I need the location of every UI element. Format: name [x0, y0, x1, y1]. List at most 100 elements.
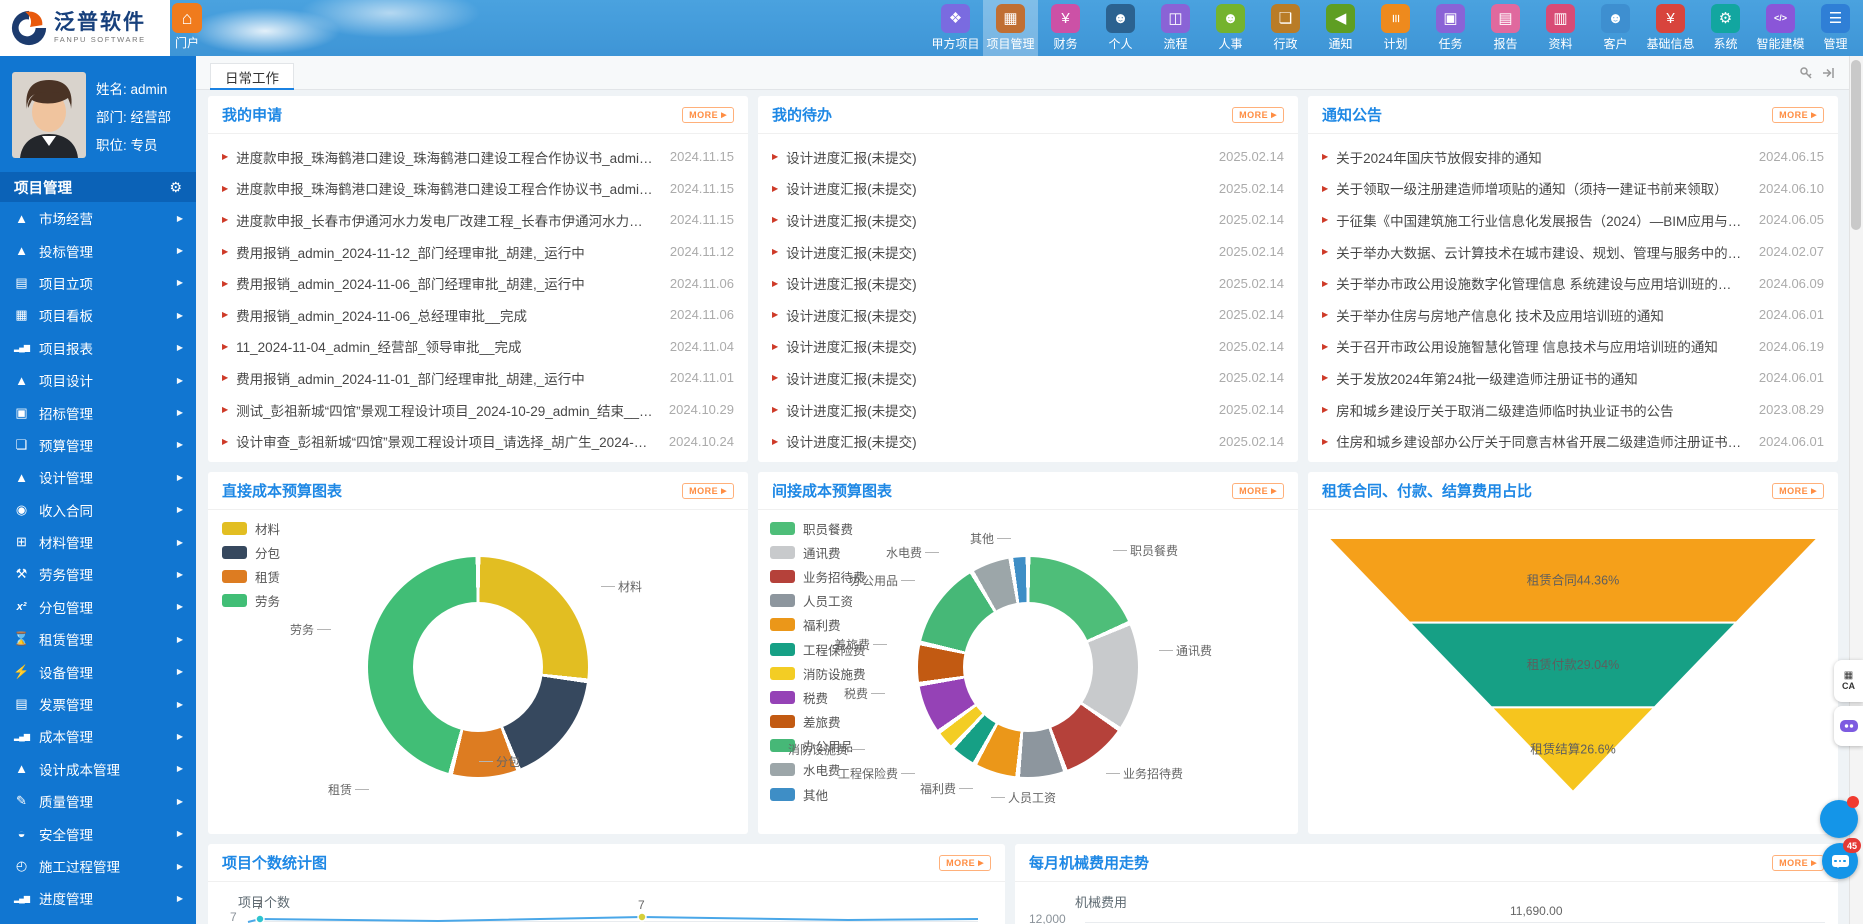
ca-certificate-widget[interactable]: ▦ CA: [1834, 660, 1863, 702]
item-text[interactable]: 关于领取一级注册建造师增项贴的通知（须持一建证书前来领取）: [1336, 178, 1759, 198]
scrollbar-thumb[interactable]: [1851, 60, 1861, 230]
item-text[interactable]: 测试_彭祖新城“四馆”景观工程设计项目_2024-10-29_admin_结束_…: [236, 400, 669, 420]
nav-item-docs[interactable]: ▥资料: [1533, 0, 1588, 56]
avatar[interactable]: [12, 72, 86, 158]
item-text[interactable]: 设计进度汇报(未提交): [786, 178, 1219, 198]
nav-item-hr-person[interactable]: ☻人事: [1203, 0, 1258, 56]
nav-item-system-gear[interactable]: ⚙系统: [1698, 0, 1753, 56]
more-button[interactable]: MORE▶: [1232, 107, 1284, 123]
direct-cost-donut-chart[interactable]: [368, 557, 588, 777]
item-text[interactable]: 设计进度汇报(未提交): [786, 210, 1219, 230]
sidebar-item-design[interactable]: ▲设计管理▶: [0, 461, 196, 493]
legend-item[interactable]: 消防设施费: [770, 661, 866, 685]
item-text[interactable]: 设计进度汇报(未提交): [786, 400, 1219, 420]
sidebar-item-project-design[interactable]: ▲项目设计▶: [0, 364, 196, 396]
legend-item[interactable]: 福利费: [770, 613, 866, 637]
item-text[interactable]: 设计进度汇报(未提交): [786, 431, 1219, 451]
item-text[interactable]: 设计审查_彭祖新城“四馆”景观工程设计项目_请选择_胡广生_2024-10-2.…: [236, 431, 669, 451]
item-text[interactable]: 费用报销_admin_2024-11-01_部门经理审批_胡建,_运行中: [236, 368, 670, 388]
legend-item[interactable]: 劳务: [222, 589, 280, 613]
sidebar-item-invoice[interactable]: ▤发票管理▶: [0, 688, 196, 720]
item-text[interactable]: 进度款申报_珠海鹤港口建设_珠海鹤港口建设工程合作协议书_admin_...: [236, 147, 670, 167]
sidebar-item-project-report[interactable]: ▂▄▆项目报表▶: [0, 332, 196, 364]
more-button[interactable]: MORE▶: [1772, 107, 1824, 123]
more-button[interactable]: MORE▶: [682, 483, 734, 499]
sidebar-item-safety-helmet[interactable]: ◒安全管理▶: [0, 817, 196, 849]
legend-item[interactable]: 通讯费: [770, 540, 866, 564]
sidebar-item-construction-process[interactable]: ◴施工过程管理▶: [0, 850, 196, 882]
sidebar-item-equipment-plug[interactable]: ⚡设备管理▶: [0, 655, 196, 687]
item-text[interactable]: 设计进度汇报(未提交): [786, 336, 1219, 356]
item-text[interactable]: 关于举办大数据、云计算技术在城市建设、规划、管理与服务中的应用培训班...: [1336, 242, 1759, 262]
nav-item-customer[interactable]: ☻客户: [1588, 0, 1643, 56]
sidebar-item-project-setup[interactable]: ▤项目立项▶: [0, 267, 196, 299]
item-text[interactable]: 设计进度汇报(未提交): [786, 273, 1219, 293]
nav-item-plan-sliders[interactable]: ≡计划: [1368, 0, 1423, 56]
assistant-widget[interactable]: [1834, 706, 1863, 746]
nav-item-task-package[interactable]: ▣任务: [1423, 0, 1478, 56]
nav-item-manage-list[interactable]: ☰管理: [1808, 0, 1863, 56]
item-text[interactable]: 关于2024年国庆节放假安排的通知: [1336, 147, 1759, 167]
item-text[interactable]: 关于举办市政公用设施数字化管理信息 系统建设与应用培训班的通知: [1336, 273, 1759, 293]
gear-icon[interactable]: ⚙: [169, 179, 182, 196]
more-button[interactable]: MORE▶: [939, 855, 991, 871]
item-text[interactable]: 于征集《中国建筑施工行业信息化发展报告（2024）—BIM应用与发展》材料...: [1336, 210, 1759, 230]
item-text[interactable]: 11_2024-11-04_admin_经营部_领导审批__完成: [236, 336, 670, 356]
item-text[interactable]: 关于举办住房与房地产信息化 技术及应用培训班的通知: [1336, 305, 1759, 325]
sidebar-item-cost-chart[interactable]: ▂▄▆成本管理▶: [0, 720, 196, 752]
more-button[interactable]: MORE▶: [682, 107, 734, 123]
sidebar-item-lease-hourglass[interactable]: ⌛租赁管理▶: [0, 623, 196, 655]
legend-item[interactable]: 差旅费: [770, 710, 866, 734]
legend-item[interactable]: 人员工资: [770, 589, 866, 613]
legend-item[interactable]: 职员餐费: [770, 516, 866, 540]
more-button[interactable]: MORE▶: [1232, 483, 1284, 499]
item-text[interactable]: 住房和城乡建设部办公厅关于同意吉林省开展二级建造师注册证书电子化试点...: [1336, 431, 1759, 451]
item-text[interactable]: 关于召开市政公用设施智慧化管理 信息技术与应用培训班的通知: [1336, 336, 1759, 356]
tab-daily-work[interactable]: 日常工作: [210, 63, 294, 89]
item-text[interactable]: 设计进度汇报(未提交): [786, 147, 1219, 167]
item-text[interactable]: 设计进度汇报(未提交): [786, 242, 1219, 262]
nav-item-admin-layers[interactable]: ❏行政: [1258, 0, 1313, 56]
nav-item-workflow[interactable]: ◫流程: [1148, 0, 1203, 56]
sidebar-item-material-cart[interactable]: ⊞材料管理▶: [0, 526, 196, 558]
nav-item-grid-diamond[interactable]: ❖甲方项目: [928, 0, 983, 56]
sidebar-item-design-cost[interactable]: ▲设计成本管理▶: [0, 753, 196, 785]
item-text[interactable]: 进度款申报_珠海鹤港口建设_珠海鹤港口建设工程合作协议书_admin_...: [236, 178, 670, 198]
nav-item-report-doc[interactable]: ▤报告: [1478, 0, 1533, 56]
expand-right-icon[interactable]: [1821, 66, 1835, 80]
sidebar-item-project-board[interactable]: ▦项目看板▶: [0, 299, 196, 331]
sidebar-item-income-contract[interactable]: ◉收入合同▶: [0, 494, 196, 526]
item-text[interactable]: 房和城乡建设厅关于取消二级建造师临时执业证书的公告: [1336, 400, 1759, 420]
sidebar-item-progress-chart[interactable]: ▂▄▆进度管理▶: [0, 882, 196, 914]
sidebar-item-budget-folder[interactable]: ❏预算管理▶: [0, 429, 196, 461]
sidebar-item-certificate[interactable]: ▯证件管理▶: [0, 915, 196, 924]
sidebar-item-quality-pencil[interactable]: ✎质量管理▶: [0, 785, 196, 817]
sidebar-item-labor[interactable]: ⚒劳务管理▶: [0, 558, 196, 590]
legend-item[interactable]: 分包: [222, 540, 280, 564]
item-text[interactable]: 进度款申报_长春市伊通河水力发电厂改建工程_长春市伊通河水力发电...: [236, 210, 670, 230]
sidebar-item-tender[interactable]: ▣招标管理▶: [0, 396, 196, 428]
legend-item[interactable]: 租赁: [222, 564, 280, 588]
key-icon[interactable]: [1799, 66, 1813, 80]
nav-item-finance-yuan[interactable]: ¥财务: [1038, 0, 1093, 56]
legend-item[interactable]: 其他: [770, 782, 866, 806]
nav-item-personal[interactable]: ☻个人: [1093, 0, 1148, 56]
nav-item-code-model[interactable]: </>智能建模: [1753, 0, 1808, 56]
nav-item-modules-grid[interactable]: ▦项目管理: [983, 0, 1038, 56]
nav-item-portal[interactable]: ⌂ 门户: [166, 3, 208, 51]
indirect-cost-donut-chart[interactable]: [918, 557, 1138, 777]
lease-funnel-chart[interactable]: 租赁合同44.36%租赁付款29.04%租赁结算26.6%: [1308, 472, 1838, 834]
sidebar-item-subcontract[interactable]: x²分包管理▶: [0, 591, 196, 623]
legend-item[interactable]: 材料: [222, 516, 280, 540]
nav-item-basic-info[interactable]: ¥基础信息: [1643, 0, 1698, 56]
sidebar-item-bidding[interactable]: ▲投标管理▶: [0, 234, 196, 266]
item-text[interactable]: 费用报销_admin_2024-11-06_总经理审批__完成: [236, 305, 670, 325]
nav-item-notice-speaker[interactable]: ◀通知: [1313, 0, 1368, 56]
item-text[interactable]: 设计进度汇报(未提交): [786, 305, 1219, 325]
sidebar-item-market[interactable]: ▲市场经营▶: [0, 202, 196, 234]
item-text[interactable]: 关于发放2024年第24批一级建造师注册证书的通知: [1336, 368, 1759, 388]
item-text[interactable]: 费用报销_admin_2024-11-06_部门经理审批_胡建,_运行中: [236, 273, 670, 293]
item-text[interactable]: 设计进度汇报(未提交): [786, 368, 1219, 388]
more-button[interactable]: MORE▶: [1772, 855, 1824, 871]
item-text[interactable]: 费用报销_admin_2024-11-12_部门经理审批_胡建,_运行中: [236, 242, 670, 262]
